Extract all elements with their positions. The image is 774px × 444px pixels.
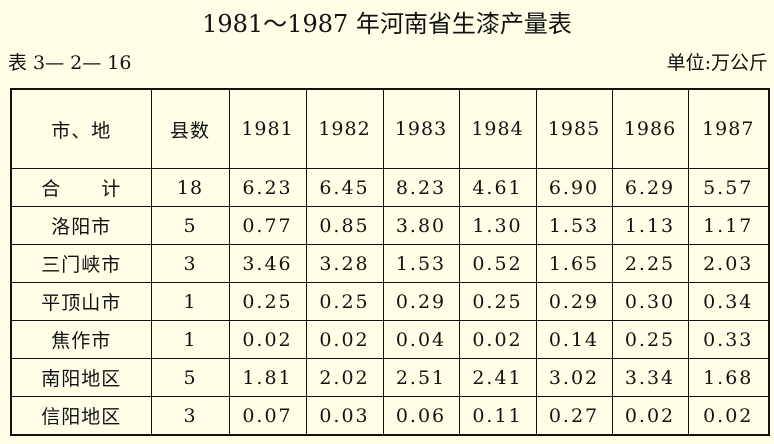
column-header: 市、地 — [10, 88, 152, 169]
data-table: 市、地 县数 1981 1982 1983 1984 1985 1986 1987 合 计 18 6… — [10, 88, 770, 436]
cell: 0.02 — [611, 396, 689, 436]
column-header: 1981 — [228, 88, 307, 169]
row-label: 平顶山市 — [10, 282, 152, 321]
cell: 0.25 — [228, 282, 307, 321]
cell: 0.85 — [305, 206, 384, 245]
cell: 0.02 — [228, 320, 307, 359]
cell: 1 — [150, 320, 230, 359]
unit: 单位:万公斤 — [666, 52, 768, 74]
cell: 3.80 — [382, 206, 460, 245]
table-number: 表 3— 2— 16 — [8, 52, 132, 74]
cell: 0.25 — [305, 282, 384, 321]
cell: 0.25 — [458, 282, 537, 321]
cell: 1.30 — [458, 206, 537, 245]
cell: 0.02 — [687, 396, 770, 436]
cell: 3.28 — [305, 244, 384, 283]
cell: 2.02 — [305, 358, 384, 397]
cell: 1.65 — [535, 244, 613, 283]
cell: 1.68 — [687, 358, 770, 397]
cell: 1.53 — [382, 244, 460, 283]
table-row: 合 计 18 6.23 6.45 8.23 4.61 6.90 6.29 5.57 — [10, 168, 770, 207]
cell: 6.45 — [305, 168, 384, 207]
cell: 6.29 — [611, 168, 689, 207]
cell: 3 — [150, 244, 230, 283]
cell: 0.27 — [535, 396, 613, 436]
cell: 0.29 — [382, 282, 460, 321]
cell: 0.30 — [611, 282, 689, 321]
cell: 1.53 — [535, 206, 613, 245]
cell: 8.23 — [382, 168, 460, 207]
column-header: 1983 — [382, 88, 460, 169]
table-row: 南阳地区 5 1.81 2.02 2.51 2.41 3.02 3.34 1.68 — [10, 358, 770, 397]
column-header: 1985 — [535, 88, 613, 169]
table-row: 焦作市 1 0.02 0.02 0.04 0.02 0.14 0.25 0.33 — [10, 320, 770, 359]
table-row: 平顶山市 1 0.25 0.25 0.29 0.25 0.29 0.30 0.34 — [10, 282, 770, 321]
cell: 0.14 — [535, 320, 613, 359]
row-label: 合 计 — [10, 168, 152, 207]
row-label: 洛阳市 — [10, 206, 152, 245]
header-row: 市、地 县数 1981 1982 1983 1984 1985 1986 1987 — [10, 88, 770, 169]
cell: 4.61 — [458, 168, 537, 207]
cell: 2.41 — [458, 358, 537, 397]
cell: 5 — [150, 358, 230, 397]
cell: 3.34 — [611, 358, 689, 397]
cell: 6.23 — [228, 168, 307, 207]
cell: 0.34 — [687, 282, 770, 321]
cell: 0.02 — [458, 320, 537, 359]
column-header: 1986 — [611, 88, 689, 169]
cell: 0.29 — [535, 282, 613, 321]
cell: 3 — [150, 396, 230, 436]
cell: 3.02 — [535, 358, 613, 397]
cell: 2.03 — [687, 244, 770, 283]
table-row: 信阳地区 3 0.07 0.03 0.06 0.11 0.27 0.02 0.02 — [10, 396, 770, 436]
table-body: 合 计 18 6.23 6.45 8.23 4.61 6.90 6.29 5.57 洛阳市 5 0.7… — [10, 168, 770, 436]
row-label: 焦作市 — [10, 320, 152, 359]
cell: 1.13 — [611, 206, 689, 245]
column-header: 1984 — [458, 88, 537, 169]
cell: 0.04 — [382, 320, 460, 359]
cell: 0.02 — [305, 320, 384, 359]
column-header: 县数 — [150, 88, 230, 169]
cell: 2.51 — [382, 358, 460, 397]
cell: 1 — [150, 282, 230, 321]
cell: 0.33 — [687, 320, 770, 359]
row-label: 南阳地区 — [10, 358, 152, 397]
cell: 0.03 — [305, 396, 384, 436]
cell: 0.11 — [458, 396, 537, 436]
cell: 0.52 — [458, 244, 537, 283]
row-label: 三门峡市 — [10, 244, 152, 283]
cell: 6.90 — [535, 168, 613, 207]
column-header: 1982 — [305, 88, 384, 169]
row-label: 信阳地区 — [10, 396, 152, 436]
cell: 5.57 — [687, 168, 770, 207]
cell: 0.06 — [382, 396, 460, 436]
cell: 18 — [150, 168, 230, 207]
column-header: 1987 — [687, 88, 770, 169]
cell: 0.77 — [228, 206, 307, 245]
table-row: 三门峡市 3 3.46 3.28 1.53 0.52 1.65 2.25 2.03 — [10, 244, 770, 283]
cell: 3.46 — [228, 244, 307, 283]
cell: 1.17 — [687, 206, 770, 245]
title: 1981～1987 年河南省生漆产量表 — [202, 10, 572, 38]
table-row: 洛阳市 5 0.77 0.85 3.80 1.30 1.53 1.13 1.17 — [10, 206, 770, 245]
cell: 5 — [150, 206, 230, 245]
cell: 1.81 — [228, 358, 307, 397]
cell: 2.25 — [611, 244, 689, 283]
cell: 0.07 — [228, 396, 307, 436]
cell: 0.25 — [611, 320, 689, 359]
